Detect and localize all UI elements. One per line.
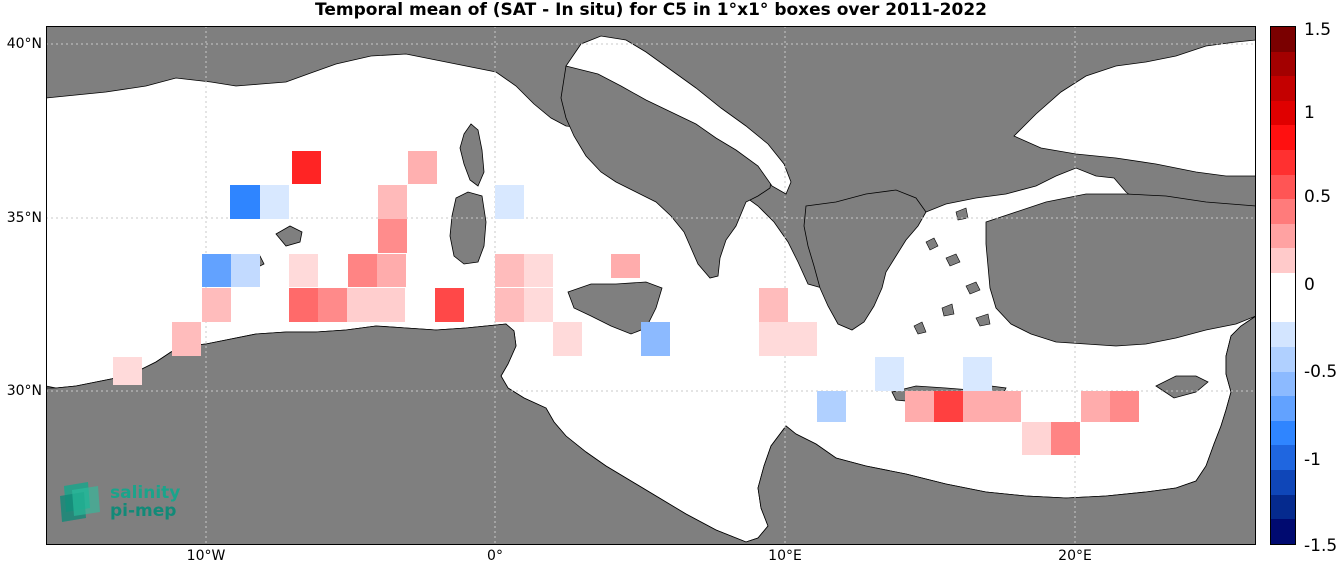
colorbar-step: [1271, 322, 1295, 347]
colorbar-step: [1271, 519, 1295, 544]
greece: [803, 189, 927, 331]
box: [377, 254, 406, 287]
lon-label-10E: 10°E: [768, 548, 802, 564]
box: [934, 391, 963, 422]
box: [817, 391, 846, 422]
box: [963, 357, 992, 391]
colorbar-step: [1271, 125, 1295, 151]
colorbar-tick: 0.5: [1304, 187, 1332, 207]
north-africa: [46, 315, 1256, 545]
sicily: [567, 281, 663, 335]
box: [231, 254, 260, 287]
box: [378, 219, 407, 253]
box: [1051, 422, 1080, 455]
box: [348, 254, 377, 287]
colorbar-step: [1271, 494, 1295, 520]
colorbar-step: [1271, 27, 1295, 52]
box: [963, 391, 992, 422]
lat-label-30N: 30°N: [6, 383, 42, 399]
box: [230, 185, 260, 219]
colorbar-step: [1271, 273, 1295, 298]
map-area[interactable]: [46, 26, 1256, 545]
box: [1110, 391, 1139, 422]
colorbar-step: [1271, 297, 1295, 323]
colorbar-step: [1271, 150, 1295, 175]
colorbar: [1270, 26, 1296, 545]
adriatic-sea: [565, 35, 792, 195]
box: [1022, 422, 1051, 455]
colorbar-step: [1271, 346, 1295, 372]
box: [759, 322, 788, 356]
box: [875, 357, 904, 391]
colorbar-tick: -1.5: [1304, 536, 1338, 556]
box: [378, 185, 407, 219]
box: [289, 288, 318, 322]
box: [408, 151, 437, 184]
box: [992, 391, 1021, 422]
lat-label-35N: 35°N: [6, 210, 42, 226]
box: [759, 288, 788, 322]
colorbar-step: [1271, 371, 1295, 397]
corsica: [459, 123, 485, 187]
box: [347, 288, 376, 322]
box: [292, 151, 321, 184]
box: [553, 322, 582, 356]
box: [113, 357, 142, 385]
colorbar-step: [1271, 396, 1295, 421]
colorbar-step: [1271, 223, 1295, 249]
box: [524, 288, 553, 322]
box: [202, 288, 231, 322]
colorbar-step: [1271, 199, 1295, 224]
cyprus: [1155, 375, 1209, 399]
colorbar-step: [1271, 174, 1295, 200]
box: [495, 254, 524, 287]
map-canvas: [46, 26, 1256, 545]
box: [905, 391, 934, 422]
turkey: [985, 193, 1256, 347]
sardinia: [449, 191, 487, 265]
mallorca: [275, 225, 303, 247]
logo-icon: [60, 482, 100, 522]
box: [172, 322, 201, 356]
box: [641, 322, 670, 356]
box: [1081, 391, 1110, 422]
colorbar-step: [1271, 51, 1295, 77]
box: [289, 254, 318, 287]
box: [435, 288, 464, 322]
colorbar-tick: -0.5: [1304, 362, 1338, 382]
box: [202, 254, 231, 287]
box: [788, 322, 817, 356]
box: [260, 185, 289, 219]
box: [495, 288, 524, 322]
map-title: Temporal mean of (SAT - In situ) for C5 …: [315, 0, 987, 20]
lat-label-40N: 40°N: [6, 36, 42, 52]
box: [376, 288, 405, 322]
anomaly-boxes: [113, 151, 1139, 455]
box: [524, 254, 553, 287]
colorbar-step: [1271, 248, 1295, 274]
lon-label-0: 0°: [487, 548, 503, 564]
logo-text-salinity: salinity: [110, 483, 181, 503]
colorbar-tick: 1: [1304, 103, 1315, 123]
box: [318, 288, 347, 322]
box: [611, 254, 640, 278]
salinity-pimep-logo: salinity pi-mep: [58, 478, 198, 528]
aegean-islands: [913, 207, 991, 335]
colorbar-tick: -1: [1304, 450, 1321, 470]
lon-label-10W: 10°W: [186, 548, 226, 564]
logo-text-pimep: pi-mep: [110, 501, 177, 521]
colorbar-tick: 0: [1304, 275, 1315, 295]
colorbar-step: [1271, 469, 1295, 495]
box: [495, 185, 524, 219]
lon-label-20E: 20°E: [1058, 548, 1092, 564]
colorbar-step: [1271, 445, 1295, 470]
colorbar-tick: 1.5: [1304, 20, 1332, 40]
map-frame: [46, 26, 1256, 545]
colorbar-step: [1271, 420, 1295, 446]
colorbar-step: [1271, 100, 1295, 126]
colorbar-step: [1271, 76, 1295, 101]
